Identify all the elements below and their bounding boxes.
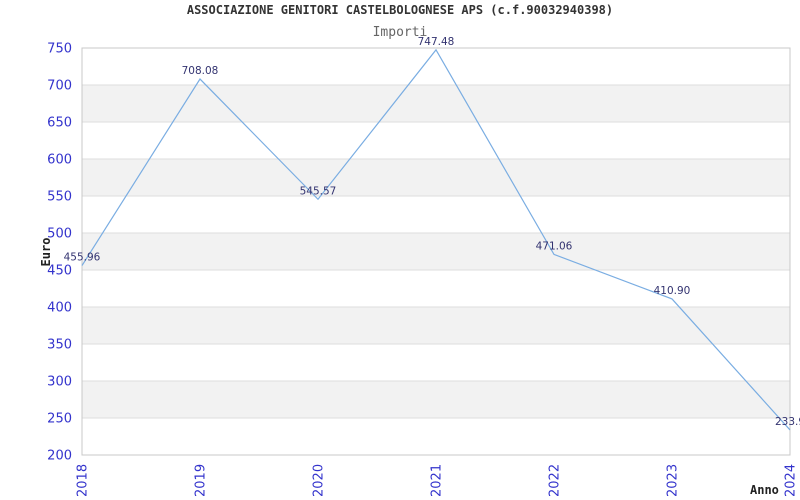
y-tick-label: 550 (47, 190, 72, 205)
plot-border (81, 47, 791, 456)
y-tick-label: 500 (47, 227, 72, 242)
y-tick-label: 450 (47, 264, 72, 279)
x-tick-label: 2021 (430, 464, 445, 497)
x-tick-label: 2022 (548, 464, 563, 497)
x-tick-label: 2023 (666, 464, 681, 497)
plot-band (82, 159, 790, 196)
plot-band (82, 381, 790, 418)
plot-band (82, 307, 790, 344)
y-tick-label: 250 (47, 412, 72, 427)
point-label: 233.9 (775, 416, 800, 428)
y-tick-label: 650 (47, 116, 72, 131)
point-label: 747.48 (418, 36, 455, 48)
plot-band (82, 233, 790, 270)
y-tick-label: 300 (47, 375, 72, 390)
y-axis-title: Euro (39, 238, 53, 267)
plot-band (82, 85, 790, 122)
y-tick-label: 600 (47, 153, 72, 168)
point-label: 410.90 (654, 285, 691, 297)
x-tick-label: 2018 (76, 464, 91, 497)
point-label: 455.96 (64, 252, 101, 264)
y-tick-label: 400 (47, 301, 72, 316)
point-label: 708.08 (182, 65, 219, 77)
y-tick-label: 750 (47, 42, 72, 57)
y-tick-label: 700 (47, 79, 72, 94)
chart-title: ASSOCIAZIONE GENITORI CASTELBOLOGNESE AP… (186, 3, 614, 17)
x-axis-title: Anno (750, 483, 779, 497)
y-tick-label: 200 (47, 449, 72, 464)
x-tick-label: 2024 (784, 464, 799, 497)
series-line (81, 48, 791, 431)
chart-subtitle: Importi (372, 25, 428, 40)
point-label: 545.57 (300, 185, 337, 197)
y-tick-label: 350 (47, 338, 72, 353)
x-tick-label: 2019 (194, 464, 209, 497)
x-tick-label: 2020 (312, 464, 327, 497)
point-label: 471.06 (536, 240, 573, 252)
